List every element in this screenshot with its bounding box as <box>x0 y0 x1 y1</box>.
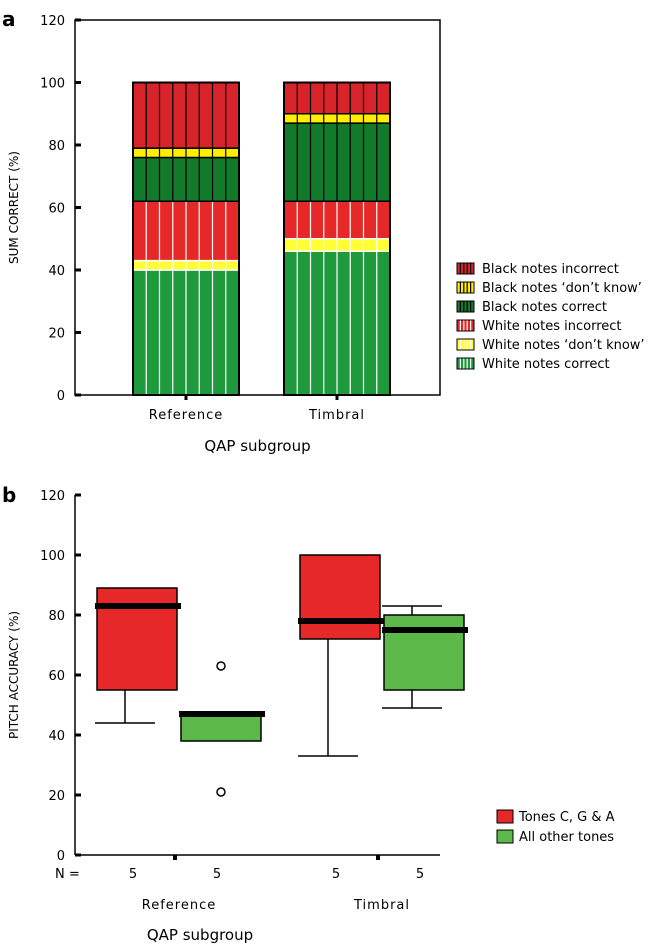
bar-segment <box>132 259 240 271</box>
bar-segment <box>283 122 391 202</box>
bar-segment <box>283 250 391 396</box>
legend-swatch-border <box>456 338 475 351</box>
legend-item: All other tones <box>496 829 614 845</box>
legend-swatch <box>496 809 514 824</box>
legend-label: White notes correct <box>482 357 610 372</box>
y-tick-label: 60 <box>48 669 65 684</box>
x-tick-label: Reference <box>142 898 216 913</box>
legend-a: Black notes incorrect Black notes ‘don’t … <box>456 262 645 372</box>
legend-item: White notes ‘don’t know’ <box>456 338 645 353</box>
n-value: 5 <box>213 867 221 882</box>
legend-swatch <box>457 358 474 369</box>
panel-a-label: a <box>2 7 16 31</box>
legend-label: All other tones <box>519 830 614 845</box>
box-body <box>383 614 465 691</box>
legend-swatch-border <box>456 357 475 370</box>
y-tick-label: 120 <box>40 14 65 29</box>
bar-segment <box>132 156 240 202</box>
y-tick-label: 40 <box>48 264 65 279</box>
legend-swatch <box>457 301 474 312</box>
legend-label: Black notes incorrect <box>482 262 619 277</box>
legend-item: White notes correct <box>456 357 610 372</box>
bar-segment <box>283 81 391 115</box>
bar-segment <box>132 269 240 396</box>
y-tick-label: 20 <box>48 789 65 804</box>
bar-segment <box>283 113 391 124</box>
n-value: 5 <box>129 867 137 882</box>
y-tick-label: 80 <box>48 139 65 154</box>
box-body <box>180 713 262 742</box>
outlier-point <box>216 661 226 671</box>
legend-swatch-border <box>456 300 475 313</box>
legend-label: Black notes ‘don’t know’ <box>482 281 642 296</box>
legend-swatch <box>457 263 474 274</box>
bar-outline <box>132 81 240 396</box>
legend-swatch-border <box>456 319 475 332</box>
bar-segment <box>283 238 391 252</box>
legend-item: Black notes incorrect <box>456 262 619 277</box>
x-axis-label: QAP subgroup <box>147 926 253 944</box>
legend-swatch <box>457 339 474 350</box>
legend-item: Black notes ‘don’t know’ <box>456 281 642 296</box>
y-tick-label: 20 <box>48 327 65 342</box>
y-tick-label: 80 <box>48 609 65 624</box>
legend-swatch <box>496 829 514 844</box>
y-tick-label: 0 <box>57 849 65 864</box>
x-tick-label: Timbral <box>308 408 365 423</box>
bar-segment <box>132 200 240 262</box>
legend-b: Tones C, G & A All other tones <box>496 809 615 845</box>
legend-swatch-border <box>456 281 475 294</box>
y-tick-label: 120 <box>40 489 65 504</box>
y-axis-label: PITCH ACCURACY (%) <box>7 611 21 739</box>
legend-swatch <box>457 320 474 331</box>
legend-swatch <box>457 282 474 293</box>
box-body <box>299 554 381 640</box>
legend-label: White notes ‘don’t know’ <box>482 338 645 353</box>
y-tick-label: 100 <box>40 77 65 92</box>
x-tick-label: Reference <box>149 408 223 423</box>
legend-label: Black notes correct <box>482 300 607 315</box>
y-tick-label: 0 <box>57 389 65 404</box>
legend-item: White notes incorrect <box>456 319 622 334</box>
n-value: 5 <box>332 867 340 882</box>
x-tick-label: Timbral <box>353 898 410 913</box>
bar-outline <box>283 81 391 396</box>
box: 5 <box>179 661 265 882</box>
legend-swatch-border <box>456 262 475 275</box>
bar-segment <box>132 81 240 149</box>
box: 5 <box>95 587 181 882</box>
legend-item: Black notes correct <box>456 300 607 315</box>
y-tick-label: 100 <box>40 549 65 564</box>
y-axis-label: SUM CORRECT (%) <box>7 151 21 264</box>
box: 5 <box>298 554 384 882</box>
bar-segment <box>283 200 391 240</box>
legend-label: White notes incorrect <box>482 319 622 334</box>
outlier-point <box>216 787 226 797</box>
legend-item: Tones C, G & A <box>496 809 615 825</box>
panel-b-label: b <box>2 483 16 507</box>
n-label: N = <box>55 867 80 882</box>
panel-b: b 0 20 40 60 80 100 120 PITCH ACCURACY (%) Refere… <box>2 483 615 944</box>
box: 5 <box>382 605 468 882</box>
n-value: 5 <box>416 867 424 882</box>
bar-segment <box>132 147 240 159</box>
panel-a: a 0 20 40 60 80 100 120 SUM CORRECT (%) Reference… <box>2 7 645 455</box>
y-tick-label: 60 <box>48 202 65 217</box>
y-tick-label: 40 <box>48 729 65 744</box>
legend-label: Tones C, G & A <box>518 810 615 825</box>
x-axis-label: QAP subgroup <box>204 437 310 455</box>
